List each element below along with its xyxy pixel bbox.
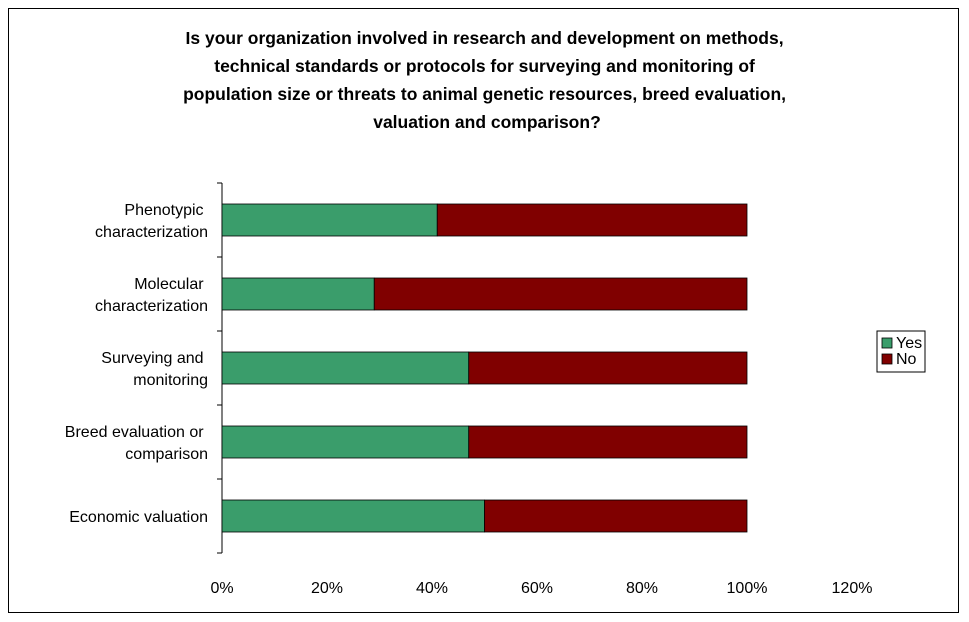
bar-segment <box>221 351 470 385</box>
x-tick-label: 80% <box>626 580 658 597</box>
bar-segment <box>484 499 748 533</box>
y-tick-label: Economic valuation <box>69 509 208 526</box>
bar-segment <box>373 277 748 311</box>
legend-label: Yes <box>896 335 922 352</box>
bar-segment <box>221 425 470 459</box>
bar-segment <box>468 351 748 385</box>
x-tick-label: 100% <box>727 580 768 597</box>
y-tick-label: Phenotypic characterization <box>95 202 208 241</box>
x-tick-label: 0% <box>210 580 233 597</box>
chart-title: Is your organization involved in researc… <box>183 28 791 132</box>
x-tick-label: 60% <box>521 580 553 597</box>
bar-segment <box>221 499 485 533</box>
bar-segment <box>221 203 438 237</box>
y-tick-label: Surveying and monitoring <box>101 350 208 389</box>
legend-label: No <box>896 351 917 368</box>
x-tick-label: 120% <box>832 580 873 597</box>
bar-segment <box>436 203 748 237</box>
bar-segment <box>221 277 375 311</box>
legend-swatch <box>881 337 893 349</box>
bar-segment <box>468 425 748 459</box>
y-tick-label: Molecular characterization <box>95 276 208 315</box>
y-tick-label: Breed evaluation or comparison <box>65 424 208 463</box>
x-tick-label: 20% <box>311 580 343 597</box>
legend-swatch <box>881 353 893 365</box>
x-tick-label: 40% <box>416 580 448 597</box>
